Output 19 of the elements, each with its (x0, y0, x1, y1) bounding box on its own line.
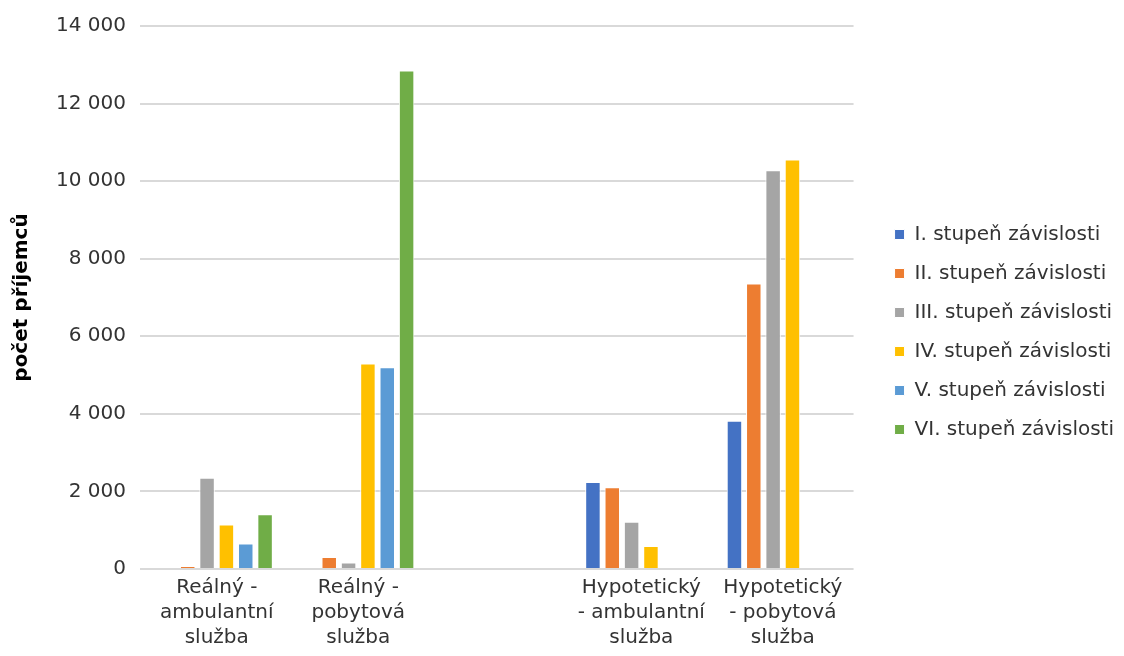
legend-label: II. stupeň závislosti (914, 259, 1107, 284)
y-tick-label: 12 000 (56, 89, 126, 114)
legend-label: VI. stupeň závislosti (914, 415, 1115, 440)
y-axis-title: počet příjemců (8, 213, 33, 382)
x-tick-label: Hypotetický - ambulantní služba (577, 573, 707, 648)
legend-label: III. stupeň závislosti (914, 298, 1113, 323)
legend-label: V. stupeň závislosti (914, 376, 1106, 401)
x-tick-label: Hypotetický - pobytová služba (723, 573, 843, 648)
legend-label: I. stupeň závislosti (914, 220, 1101, 245)
y-tick-label: 2 000 (68, 477, 126, 502)
y-tick-label: 4 000 (68, 400, 126, 425)
y-tick-label: 0 (113, 555, 126, 580)
legend-label: IV. stupeň závislosti (914, 337, 1112, 362)
x-tick-label: Reálný - pobytová služba (311, 573, 406, 648)
y-tick-label: 14 000 (56, 12, 126, 37)
y-tick-label: 10 000 (56, 167, 126, 192)
y-tick-label: 8 000 (68, 244, 126, 269)
y-tick-label: 6 000 (68, 322, 126, 347)
x-tick-label: Reálný - ambulantní služba (159, 573, 276, 648)
